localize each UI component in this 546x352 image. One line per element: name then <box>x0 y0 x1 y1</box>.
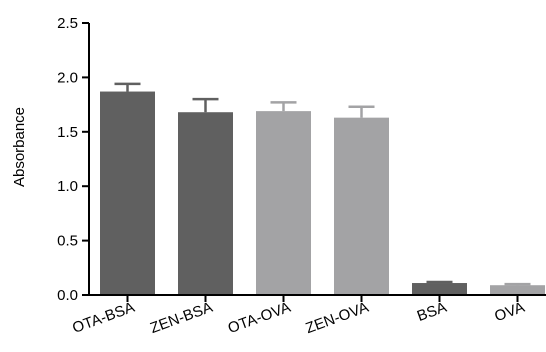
y-axis-title: Absorbance <box>11 107 28 187</box>
error-bar-ova <box>504 282 531 286</box>
y-tick-label: 2.0 <box>57 69 78 86</box>
y-tick-label: 1.5 <box>57 124 78 141</box>
bar-ota-ova <box>256 111 311 296</box>
bar-zen-ova <box>334 117 389 295</box>
bar-ova <box>490 285 545 295</box>
x-tick-label: OTA-OVA <box>226 299 293 337</box>
error-bar-bsa <box>426 280 453 284</box>
y-tick-label: 2.5 <box>57 15 78 32</box>
x-tick-label: BSA <box>415 299 449 325</box>
bar-zen-bsa <box>178 112 233 295</box>
y-tick-label: 1.0 <box>57 178 78 195</box>
y-tick-label: 0.5 <box>57 233 78 250</box>
error-bar-zen-bsa <box>192 97 219 113</box>
error-bar-ota-bsa <box>114 82 141 92</box>
y-tick-label: 0.0 <box>57 287 78 304</box>
bars <box>100 91 545 296</box>
y-axis-ticks: 0.0 0.5 1.0 1.5 2.0 2.5 <box>57 15 89 304</box>
error-bar-ota-ova <box>270 101 297 112</box>
x-tick-label: ZEN-BSA <box>148 299 215 337</box>
bar-bsa <box>412 283 467 295</box>
error-bar-zen-ova <box>348 105 375 118</box>
x-tick-label: OTA-BSA <box>70 299 137 337</box>
bar-ota-bsa <box>100 91 155 295</box>
x-tick-label: ZEN-OVA <box>303 299 370 337</box>
x-axis-labels: OTA-BSA ZEN-BSA OTA-OVA ZEN-OVA BSA OVA <box>70 295 527 337</box>
x-tick-label: OVA <box>492 299 527 325</box>
error-bars <box>114 82 531 286</box>
